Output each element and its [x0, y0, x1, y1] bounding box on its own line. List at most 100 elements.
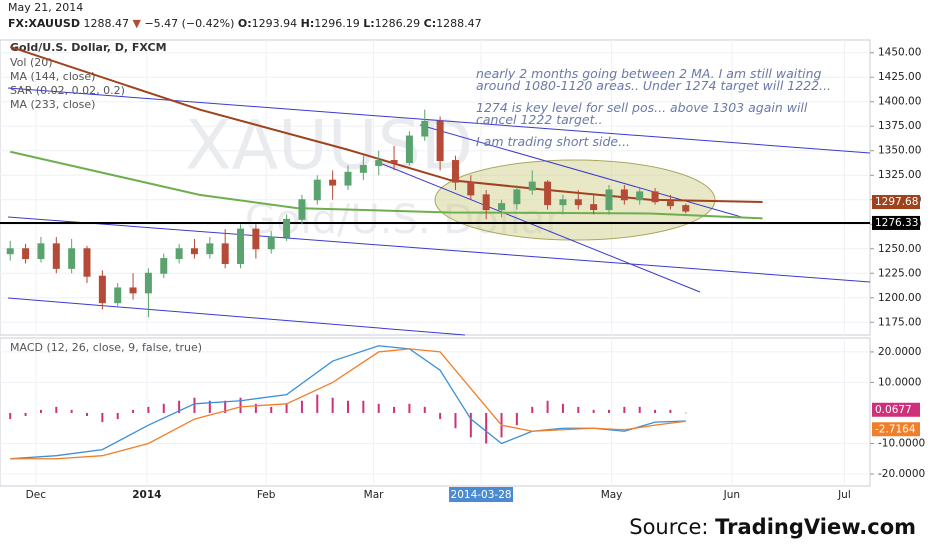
candle-body [682, 205, 690, 212]
candle-body [144, 272, 152, 294]
y-tick-label: 10.0000 [878, 376, 921, 388]
signal-last-label-box [872, 422, 920, 437]
y-tick-label: 20.0000 [878, 346, 921, 358]
legend-entry: MA (233, close) [10, 98, 95, 111]
x-tick-label: May [601, 489, 623, 501]
macd-pane [0, 337, 871, 487]
histogram-bar [116, 412, 119, 420]
grid-layer [0, 40, 870, 486]
change: −5.47 (−0.42%) [144, 17, 234, 30]
candle-body [68, 248, 76, 269]
x-tick-label: Feb [257, 489, 276, 501]
candle-body [344, 171, 352, 186]
histogram-bar [254, 403, 257, 413]
legend-entry: MA (144, close) [10, 70, 95, 83]
candle-body [482, 194, 490, 211]
histogram-bar [208, 400, 211, 413]
histogram-bar [377, 403, 380, 413]
histogram-bar [193, 397, 196, 413]
candle-body [498, 203, 506, 211]
histogram-bar [623, 406, 626, 413]
candle-body [329, 179, 337, 186]
cursor-date-box [449, 487, 514, 502]
histogram-bar [485, 412, 488, 444]
histogram-bar [239, 397, 242, 413]
histogram-bar [654, 409, 657, 413]
quote-line: FX:XAUUSD 1288.47 ▼ −5.47 (−0.42%) O:129… [8, 17, 482, 30]
note: 1274 is key level for sell pos... above … [476, 100, 808, 127]
candle-body [52, 243, 60, 269]
candle-body [98, 275, 106, 304]
trend-lines [7, 87, 871, 336]
y-tick-label: 1450.00 [878, 47, 921, 59]
candle-body [283, 218, 291, 238]
histogram-bar [469, 412, 472, 438]
candle-body [237, 228, 245, 264]
histogram-bar [39, 409, 42, 413]
trend-line [7, 297, 466, 336]
candle-body [666, 201, 674, 207]
histogram-bar [546, 400, 549, 413]
candle-body [6, 248, 14, 255]
y-tick-label: 1375.00 [878, 120, 921, 132]
low-label: L: [363, 17, 374, 30]
y-tick-label: -10.0000 [878, 437, 925, 449]
candle-body [620, 189, 628, 201]
histogram-bar [638, 406, 641, 413]
y-tick-label: 1175.00 [878, 316, 921, 328]
histogram-bar [561, 403, 564, 413]
notes-box: nearly 2 months going between 2 MA. I am… [476, 68, 851, 148]
level-label: 1276.33 [875, 217, 918, 229]
date: May 21, 2014 [8, 1, 83, 14]
candle-body [114, 287, 122, 304]
x-tick-label: Mar [364, 489, 384, 501]
histogram-bar [669, 409, 672, 413]
histogram-bar [86, 412, 88, 417]
last-value-label: 1297.68 [875, 196, 918, 208]
candle-body [83, 248, 91, 277]
signal-last-label: -2.7164 [875, 423, 916, 435]
trend-line [7, 87, 871, 154]
candle-body [405, 135, 413, 164]
last: 1288.47 [83, 17, 129, 30]
y-tick-label: -20.0000 [878, 468, 925, 480]
histogram-bar [70, 409, 73, 413]
open: 1293.94 [252, 17, 298, 30]
y-tick-label: 1250.00 [878, 243, 921, 255]
ma-line [10, 150, 763, 220]
candle-body [451, 160, 459, 183]
candle-body [221, 243, 229, 264]
chart-title: Gold/U.S. Dollar, D, FXCM [10, 41, 167, 54]
signal-line [10, 348, 686, 460]
histogram-bar [9, 412, 12, 420]
candle-body [559, 199, 567, 206]
y-tick-label: 1425.00 [878, 71, 921, 83]
close-label: C: [424, 17, 436, 30]
high-label: H: [301, 17, 315, 30]
histogram-bar [684, 412, 687, 414]
note: nearly 2 months going between 2 MA. I am… [476, 68, 832, 93]
candle-body [175, 248, 183, 260]
candle-body [651, 191, 659, 203]
x-tick-label: Dec [26, 489, 47, 501]
histogram-bar [270, 406, 273, 413]
candle-body [160, 258, 168, 274]
candle-body [390, 160, 398, 164]
mark-layer: Dec 2014 Feb Mar 2014-03-28 May Jun Jul 1175.00 1… [0, 45, 925, 502]
source-name: TradingView.com [715, 515, 916, 539]
candle-body [590, 204, 598, 211]
histogram-bar [408, 403, 411, 413]
candle-body [421, 120, 429, 137]
candle-body [574, 199, 582, 206]
note: I am trading short side... [476, 134, 631, 149]
histogram-bar [24, 412, 27, 417]
symbol: FX:XAUUSD [8, 17, 80, 30]
histogram-bar [132, 409, 135, 413]
candle-body [206, 243, 214, 255]
candle-body [513, 189, 521, 205]
candle-body [375, 160, 383, 166]
histogram-bar [285, 403, 288, 413]
candle-body [37, 243, 45, 260]
histogram-bar [454, 412, 457, 429]
candle-body [467, 181, 475, 196]
